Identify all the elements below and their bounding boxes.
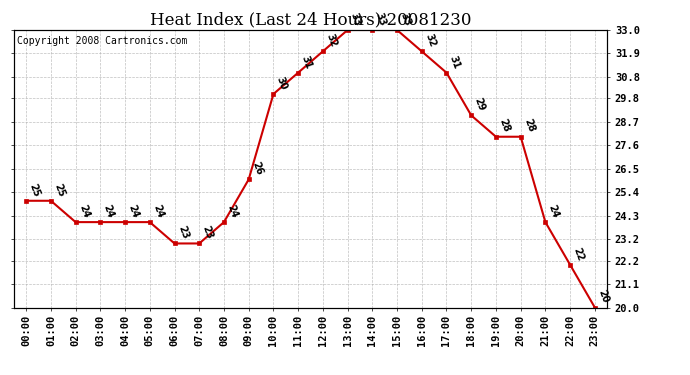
Text: 28: 28 (497, 118, 511, 134)
Text: 30: 30 (275, 75, 289, 91)
Text: Copyright 2008 Cartronics.com: Copyright 2008 Cartronics.com (17, 36, 187, 45)
Text: 20: 20 (596, 289, 610, 305)
Text: 24: 24 (546, 203, 561, 219)
Text: 28: 28 (522, 118, 536, 134)
Text: 25: 25 (52, 182, 66, 198)
Text: 22: 22 (571, 246, 586, 262)
Text: 31: 31 (448, 54, 462, 70)
Text: 24: 24 (151, 203, 165, 219)
Text: 23: 23 (201, 225, 215, 241)
Text: 26: 26 (250, 160, 264, 177)
Text: 32: 32 (324, 33, 338, 49)
Title: Heat Index (Last 24 Hours) 20081230: Heat Index (Last 24 Hours) 20081230 (150, 12, 471, 28)
Text: 29: 29 (473, 96, 486, 112)
Text: 33: 33 (398, 11, 413, 27)
Text: 25: 25 (28, 182, 41, 198)
Text: 23: 23 (176, 225, 190, 241)
Text: 33: 33 (349, 11, 363, 27)
Text: 24: 24 (126, 203, 141, 219)
Text: 24: 24 (101, 203, 116, 219)
Text: 24: 24 (226, 203, 239, 219)
Text: 24: 24 (77, 203, 91, 219)
Text: 32: 32 (423, 33, 437, 49)
Text: 31: 31 (299, 54, 313, 70)
Text: 33: 33 (374, 11, 388, 27)
